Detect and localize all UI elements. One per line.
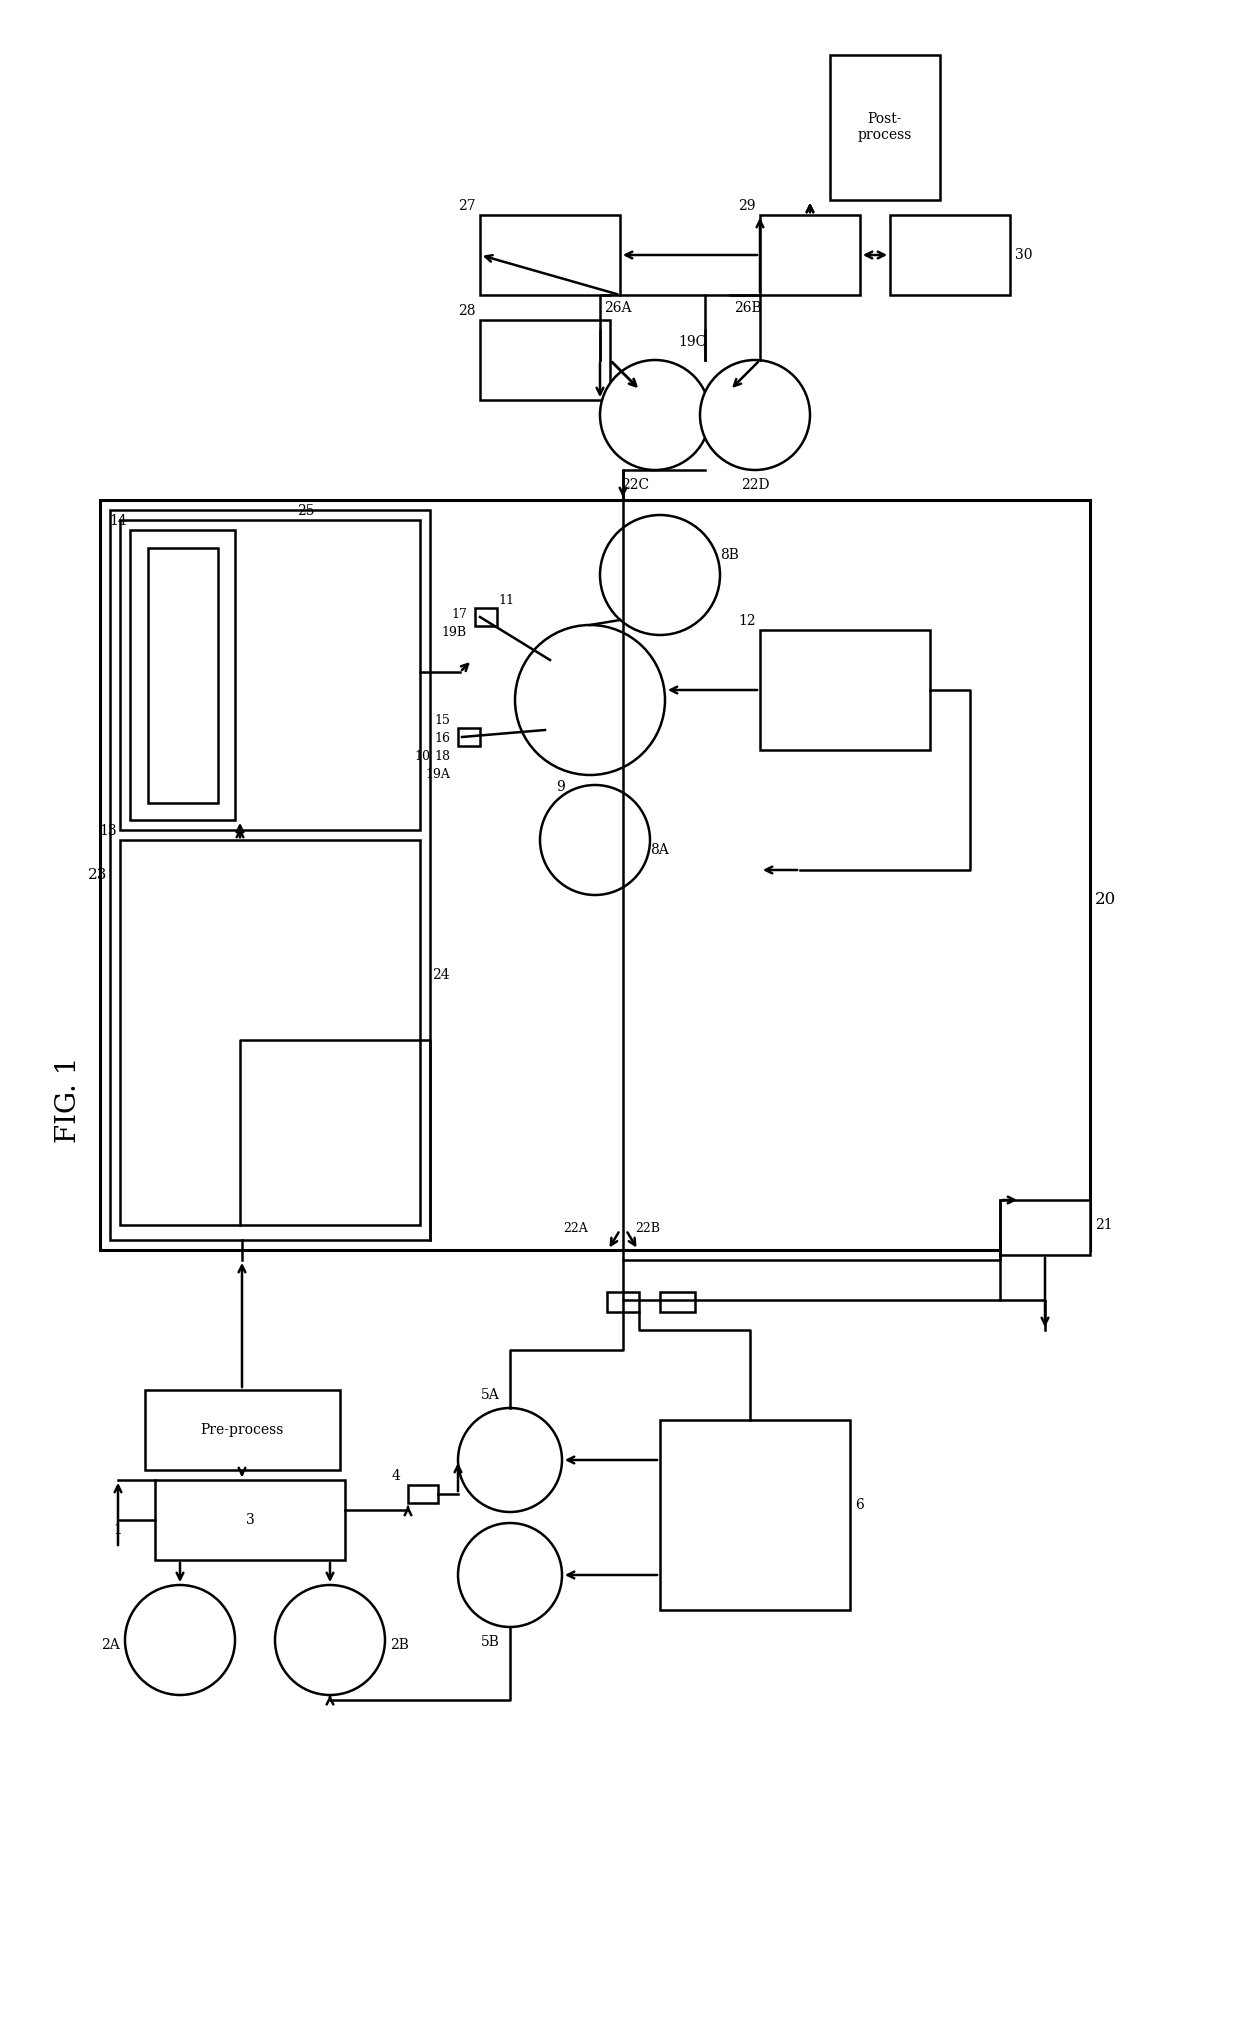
- Bar: [120, 520, 420, 829]
- Circle shape: [515, 626, 665, 774]
- Bar: [660, 1420, 849, 1609]
- Text: 3: 3: [246, 1514, 254, 1526]
- Text: 16: 16: [434, 732, 450, 744]
- Text: 14: 14: [109, 514, 126, 528]
- Bar: [475, 608, 497, 626]
- Text: 22D: 22D: [740, 478, 769, 492]
- Bar: [830, 55, 940, 199]
- Text: 26B: 26B: [734, 301, 761, 315]
- Bar: [408, 1485, 438, 1504]
- Bar: [155, 1479, 345, 1561]
- Bar: [100, 500, 1090, 1250]
- Bar: [608, 1292, 639, 1313]
- Circle shape: [125, 1585, 236, 1695]
- Text: 26A: 26A: [604, 301, 631, 315]
- Circle shape: [539, 784, 650, 894]
- Circle shape: [600, 360, 711, 469]
- Text: 20: 20: [1095, 892, 1116, 908]
- Circle shape: [458, 1408, 562, 1512]
- Text: 6: 6: [856, 1498, 864, 1512]
- Text: 4: 4: [391, 1469, 401, 1483]
- Text: 10: 10: [414, 750, 430, 762]
- Text: 22A: 22A: [563, 1221, 588, 1235]
- Bar: [110, 510, 430, 1240]
- Text: 28: 28: [459, 305, 476, 317]
- Text: 2B: 2B: [391, 1638, 409, 1652]
- Text: 22B: 22B: [635, 1221, 660, 1235]
- Text: 1: 1: [114, 1524, 123, 1536]
- Text: 5A: 5A: [481, 1388, 500, 1402]
- Bar: [760, 630, 930, 750]
- Text: 2A: 2A: [102, 1638, 120, 1652]
- Bar: [120, 839, 420, 1225]
- Bar: [130, 530, 236, 821]
- Text: 25: 25: [298, 504, 315, 518]
- Text: 23: 23: [88, 868, 107, 882]
- Text: 27: 27: [459, 199, 476, 213]
- Bar: [760, 215, 861, 295]
- Bar: [480, 215, 620, 295]
- Text: 17: 17: [451, 608, 467, 622]
- Text: 19B: 19B: [441, 626, 467, 638]
- Text: 21: 21: [1095, 1217, 1112, 1231]
- Circle shape: [458, 1524, 562, 1628]
- Circle shape: [701, 360, 810, 469]
- Bar: [999, 1201, 1090, 1256]
- Text: Pre-process: Pre-process: [201, 1422, 284, 1437]
- Text: 19C: 19C: [678, 335, 706, 350]
- Bar: [660, 1292, 694, 1313]
- Text: 15: 15: [434, 713, 450, 727]
- Text: 9: 9: [557, 780, 565, 795]
- Text: 19A: 19A: [425, 768, 450, 780]
- Bar: [148, 549, 218, 803]
- Text: 11: 11: [498, 593, 515, 606]
- Text: 24: 24: [432, 967, 450, 981]
- Text: Post-
process: Post- process: [858, 112, 913, 142]
- Circle shape: [600, 514, 720, 634]
- Text: 30: 30: [1016, 248, 1033, 262]
- Text: 18: 18: [434, 750, 450, 762]
- Circle shape: [275, 1585, 384, 1695]
- Text: 8B: 8B: [720, 549, 739, 563]
- Bar: [145, 1390, 340, 1469]
- Bar: [458, 727, 480, 746]
- Bar: [890, 215, 1011, 295]
- Bar: [480, 319, 610, 400]
- Text: 12: 12: [738, 614, 756, 628]
- Text: FIG. 1: FIG. 1: [55, 1057, 82, 1144]
- Text: 13: 13: [99, 825, 117, 837]
- Text: 5B: 5B: [481, 1636, 500, 1650]
- Text: 29: 29: [739, 199, 756, 213]
- Text: 8A: 8A: [650, 843, 668, 858]
- Text: 22C: 22C: [621, 478, 649, 492]
